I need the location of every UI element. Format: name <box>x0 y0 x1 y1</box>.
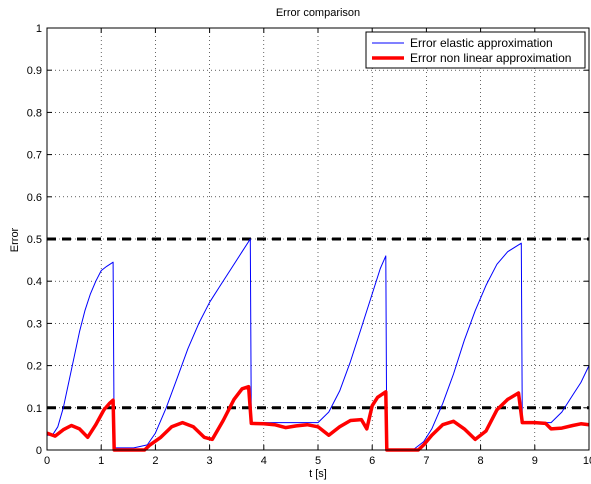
y-tick-label: 0.5 <box>27 234 42 246</box>
y-axis-label: Error <box>9 227 21 252</box>
y-tick-label: 0.3 <box>27 318 42 330</box>
y-tick-label: 0.2 <box>27 361 42 373</box>
y-tick-label: 0.8 <box>27 107 42 119</box>
legend: Error elastic approximation Error non li… <box>365 31 586 69</box>
x-tick-label: 6 <box>369 455 375 467</box>
x-axis-label: t [s] <box>309 468 327 480</box>
x-tick-label: 10 <box>583 455 591 467</box>
y-tick-label: 1 <box>36 23 42 35</box>
y-axis-ticks: 0 0.1 0.2 0.3 0.4 0.5 0.6 0.7 0.8 0.9 1 <box>27 23 589 457</box>
y-tick-label: 0.7 <box>27 150 42 162</box>
x-axis-ticks: 0 1 2 3 4 5 6 7 8 9 10 <box>44 28 591 467</box>
x-tick-label: 4 <box>261 455 267 467</box>
y-tick-label: 0.9 <box>27 65 42 77</box>
series-layer <box>46 238 590 452</box>
y-tick-label: 0 <box>36 445 42 457</box>
series-line-elastic <box>47 238 590 451</box>
legend-label-nonlinear: Error non linear approximation <box>410 51 571 65</box>
x-tick-label: 2 <box>152 455 158 467</box>
chart-title: Error comparison <box>276 7 360 19</box>
y-tick-label: 0.1 <box>27 403 42 415</box>
x-tick-label: 1 <box>98 455 104 467</box>
x-tick-label: 5 <box>315 455 321 467</box>
y-tick-label: 0.6 <box>27 192 42 204</box>
legend-box <box>365 31 586 69</box>
legend-label-elastic: Error elastic approximation <box>410 36 553 50</box>
x-tick-label: 7 <box>423 455 429 467</box>
x-tick-label: 9 <box>532 455 538 467</box>
y-tick-label: 0.4 <box>27 276 42 288</box>
x-tick-label: 0 <box>44 455 50 467</box>
x-tick-label: 8 <box>478 455 484 467</box>
x-tick-label: 3 <box>207 455 213 467</box>
series-line-nonlinear <box>46 384 590 452</box>
